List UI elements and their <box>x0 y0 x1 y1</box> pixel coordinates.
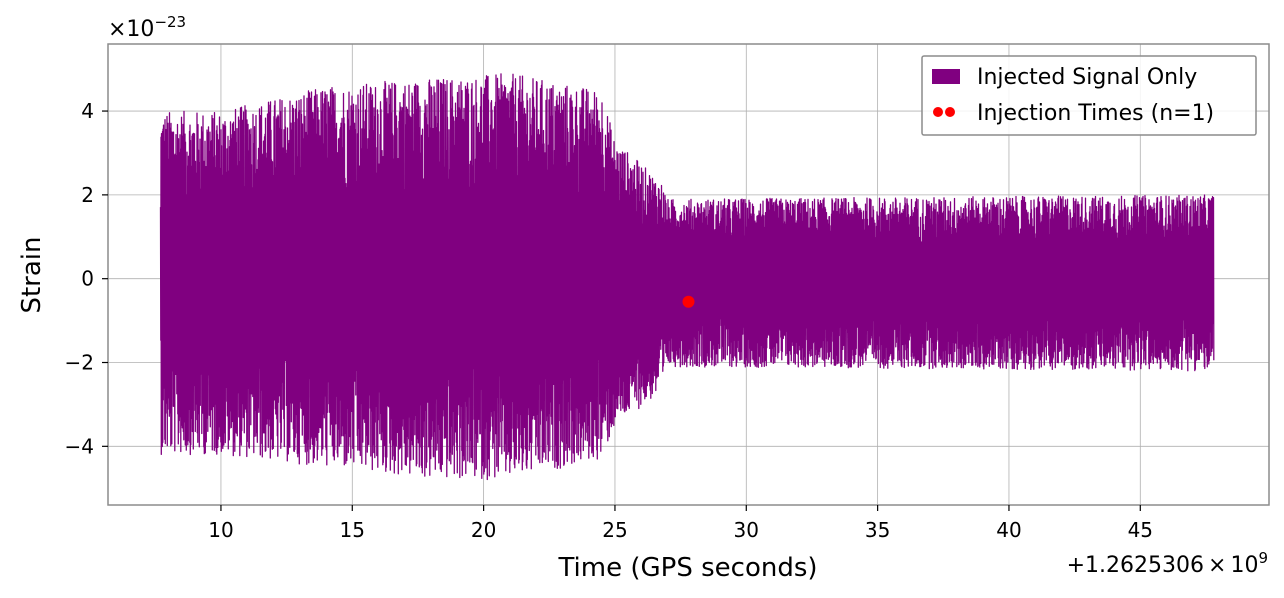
legend-swatch-injected-signal <box>932 69 960 84</box>
y-axis-label: Strain <box>17 236 47 313</box>
legend: Injected Signal Only Injection Times (n=… <box>921 55 1257 136</box>
x-tick-label: 45 <box>1128 518 1153 542</box>
series-layer <box>159 73 1215 481</box>
y-tick-label: 2 <box>81 183 94 207</box>
plot-frame <box>107 43 1270 506</box>
x-tick-label: 25 <box>602 518 627 542</box>
x-tick-label: 10 <box>208 518 233 542</box>
x-tick-label: 40 <box>996 518 1021 542</box>
injection-time-point <box>682 295 695 308</box>
x-offset-label: +1.2625306 × 109 <box>1067 549 1268 578</box>
legend-marker-injection-times <box>933 107 943 117</box>
x-tick-label: 30 <box>734 518 759 542</box>
x-tick-label: 35 <box>865 518 890 542</box>
legend-label-injected-signal: Injected Signal Only <box>977 65 1197 90</box>
y-tick-label: −2 <box>65 351 94 375</box>
y-tick-label: 4 <box>81 99 94 123</box>
y-scale-multiplier: ×10−23 <box>108 13 186 42</box>
legend-label-injection-times: Injection Times (n=1) <box>977 101 1214 126</box>
x-tick-label: 20 <box>471 518 496 542</box>
x-tick-label: 15 <box>340 518 365 542</box>
y-tick-label: −4 <box>65 434 94 458</box>
signal-trace-injected-signal <box>159 73 1215 481</box>
x-axis-label: Time (GPS seconds) <box>557 553 817 583</box>
y-tick-label: 0 <box>81 267 94 291</box>
legend-box <box>921 55 1257 136</box>
legend-marker-injection-times-2 <box>945 107 955 117</box>
